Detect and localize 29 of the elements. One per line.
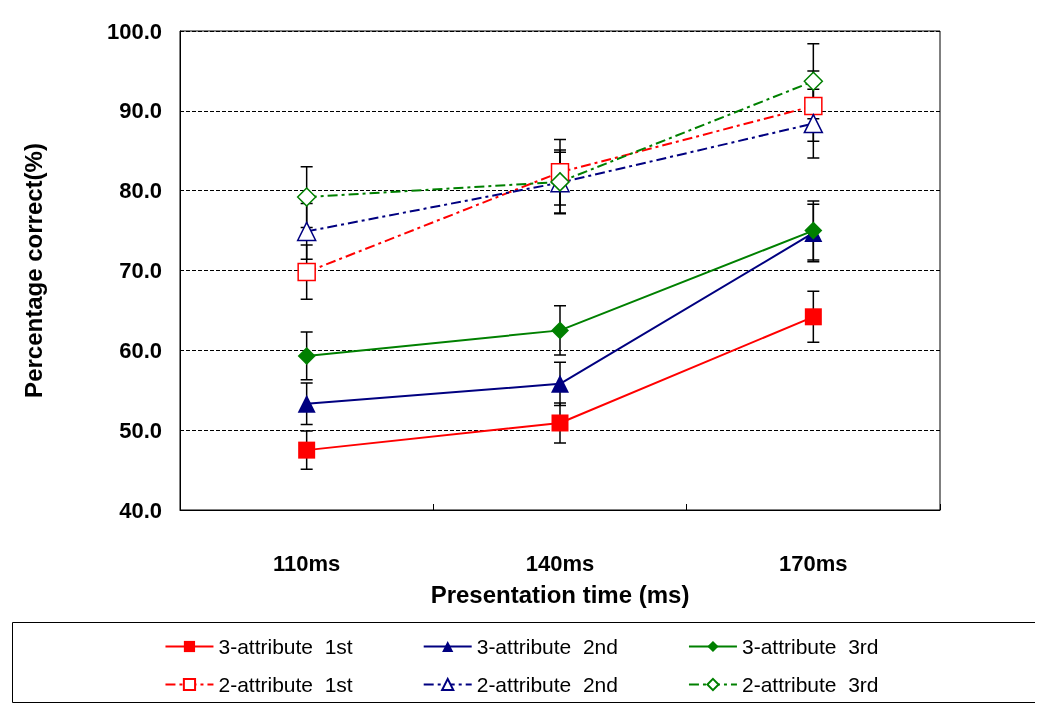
y-tick-label: 40.0 xyxy=(119,497,162,523)
point xyxy=(297,262,316,282)
point xyxy=(804,308,822,326)
legend-label: 2-attribute 2nd xyxy=(476,673,618,696)
legend-label: 2-attribute 1st xyxy=(218,673,353,696)
legend-label: 3-attribute 3rd xyxy=(741,635,879,658)
point xyxy=(804,96,823,116)
y-tick-label: 50.0 xyxy=(119,417,162,443)
x-tick-label: 110ms xyxy=(273,550,341,576)
y-tick-label: 90.0 xyxy=(119,98,162,124)
point xyxy=(296,221,317,242)
y-tick-label: 100.0 xyxy=(106,18,162,44)
point xyxy=(551,374,569,393)
y-tick-label: 60.0 xyxy=(119,337,162,363)
y-tick-label: 80.0 xyxy=(119,178,162,204)
legend-label: 3-attribute 2nd xyxy=(476,635,618,658)
point xyxy=(297,346,316,365)
legend-label: 3-attribute 1st xyxy=(218,635,353,658)
x-tick-label: 140ms xyxy=(525,550,595,576)
point xyxy=(296,187,317,207)
point xyxy=(551,321,569,340)
y-axis-title: Percentage correct(%) xyxy=(19,143,47,398)
point xyxy=(803,113,824,134)
x-tick-label: 170ms xyxy=(779,550,848,576)
y-tick-label: 70.0 xyxy=(119,258,162,283)
x-axis-title: Presentation time (ms) xyxy=(430,580,690,608)
point xyxy=(297,394,316,413)
point xyxy=(803,71,824,92)
legend-label: 2-attribute 3rd xyxy=(741,673,879,696)
